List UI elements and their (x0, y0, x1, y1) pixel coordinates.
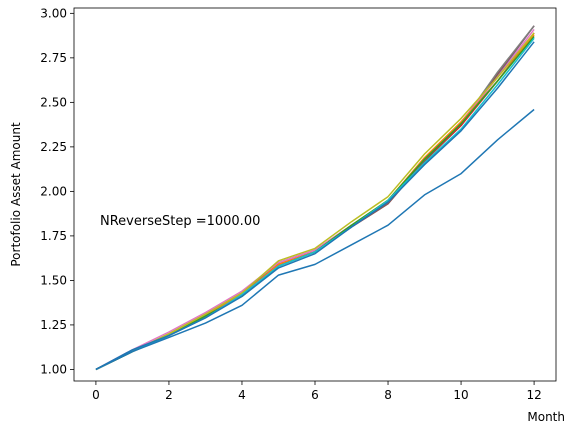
y-tick-label: 2.50 (40, 95, 67, 109)
chart-annotation: NReverseStep =1000.00 (100, 214, 260, 229)
series-line-10 (95, 41, 535, 371)
series-line-1 (95, 25, 535, 371)
series-line-6 (95, 34, 535, 371)
y-axis-label: Portofolio Asset Amount (9, 122, 23, 267)
y-tick-label: 1.25 (40, 318, 67, 332)
y-tick-label: 2.75 (40, 51, 67, 65)
series-line-4 (95, 28, 535, 371)
x-tick-label: 10 (453, 388, 468, 402)
x-axis-ticks: 0 2 4 6 8 10 12 (92, 381, 542, 402)
series-line-9 (95, 37, 535, 371)
series-line-7 (95, 36, 535, 371)
x-axis-label: Month (527, 410, 565, 424)
series-line-8 (95, 32, 535, 371)
x-tick-label: 8 (384, 388, 392, 402)
y-tick-label: 1.75 (40, 229, 67, 243)
x-tick-label: 6 (311, 388, 319, 402)
series-line-5 (95, 32, 535, 371)
x-tick-label: 0 (92, 388, 100, 402)
series-line-2 (95, 25, 535, 371)
x-tick-label: 2 (165, 388, 173, 402)
y-tick-label: 2.25 (40, 140, 67, 154)
plot-frame (73, 7, 557, 382)
series-lines (95, 25, 535, 371)
y-tick-label: 1.00 (40, 362, 67, 376)
y-axis-ticks: 1.00 1.25 1.50 1.75 2.00 2.25 2.50 2.75 3.00 (40, 6, 74, 376)
series-line-3 (95, 25, 535, 371)
y-tick-label: 1.50 (40, 273, 67, 287)
x-tick-label: 4 (238, 388, 246, 402)
y-tick-label: 2.00 (40, 184, 67, 198)
y-tick-label: 3.00 (40, 6, 67, 20)
series-line-11 (95, 108, 535, 371)
x-tick-label: 12 (526, 388, 541, 402)
